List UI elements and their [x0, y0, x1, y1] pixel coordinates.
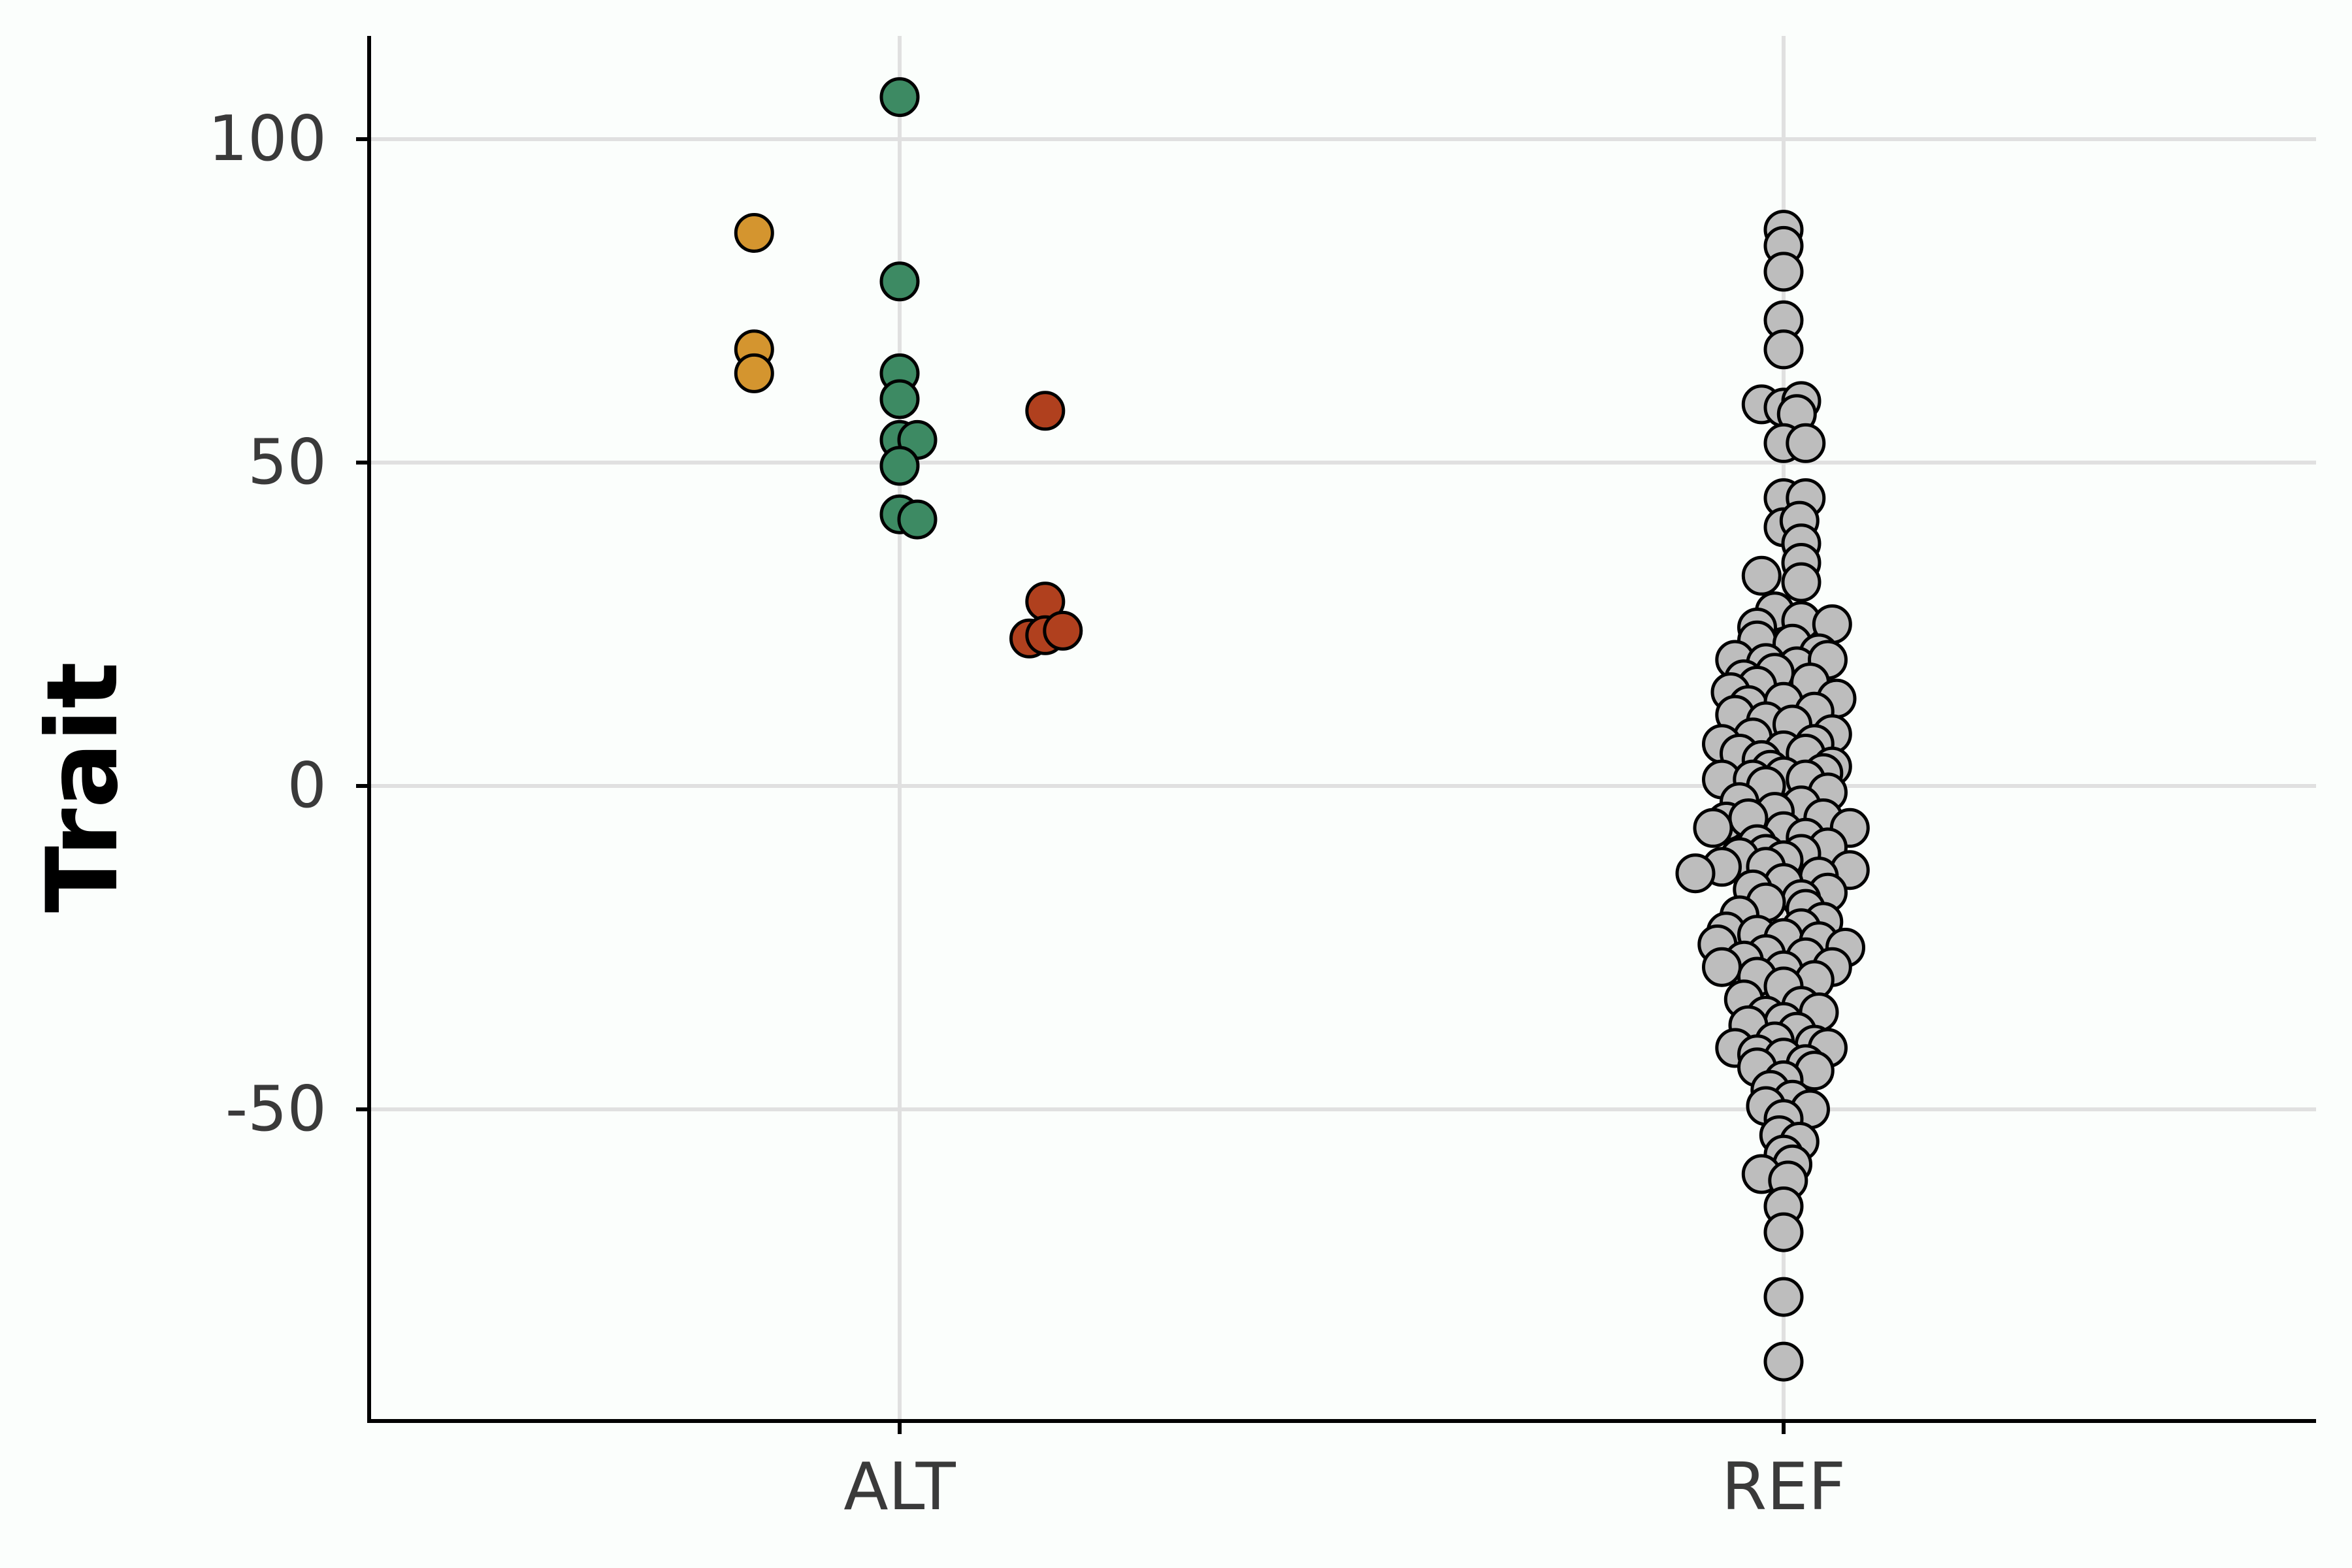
data-point — [1702, 947, 1742, 987]
data-point — [879, 446, 920, 486]
y-axis-label: Trait — [26, 662, 140, 913]
x-tick-label: REF — [1722, 1448, 1846, 1525]
x-tick-label: ALT — [843, 1448, 956, 1525]
data-point — [1763, 252, 1804, 292]
data-point — [1741, 555, 1782, 596]
data-point — [879, 77, 920, 118]
data-point — [1763, 329, 1804, 370]
data-point — [734, 213, 774, 253]
data-point — [734, 353, 774, 393]
axes — [356, 36, 2316, 1434]
y-tick-labels: -50 0 50 100 — [208, 103, 327, 1145]
data-point — [1693, 808, 1733, 848]
data-point — [1675, 853, 1716, 894]
data-point — [1763, 1212, 1804, 1252]
data-point — [1025, 391, 1066, 431]
data-point — [1763, 1277, 1804, 1317]
x-tick-labels: ALT REF — [843, 1448, 1846, 1525]
data-point — [1763, 1341, 1804, 1382]
data-point — [1781, 562, 1821, 602]
y-tick-label: -50 — [225, 1073, 327, 1145]
y-tick-label: 0 — [287, 750, 327, 822]
data-point — [879, 261, 920, 302]
y-tick-label: 100 — [208, 103, 327, 175]
y-tick-label: 50 — [248, 427, 327, 498]
data-points — [734, 77, 1870, 1382]
data-point — [1786, 423, 1826, 463]
data-point — [879, 379, 920, 419]
data-point — [897, 499, 938, 540]
data-point — [1043, 610, 1083, 651]
